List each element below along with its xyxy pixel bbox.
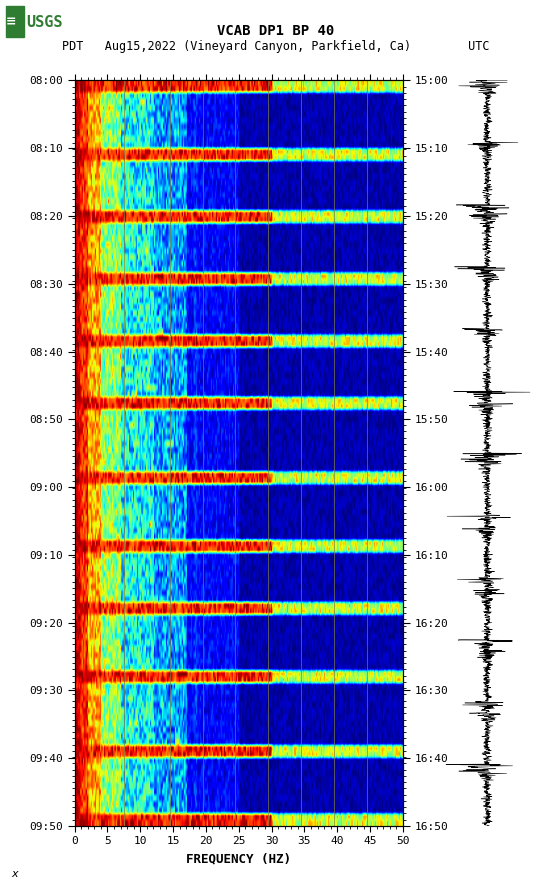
Text: $x$: $x$ [11, 869, 20, 879]
Text: PDT   Aug15,2022 (Vineyard Canyon, Parkfield, Ca)        UTC: PDT Aug15,2022 (Vineyard Canyon, Parkfie… [62, 40, 490, 53]
Bar [6, 6, 24, 37]
Text: VCAB DP1 BP 40: VCAB DP1 BP 40 [217, 24, 335, 38]
Text: ≡: ≡ [6, 16, 16, 29]
Text: USGS: USGS [26, 15, 63, 29]
X-axis label: FREQUENCY (HZ): FREQUENCY (HZ) [186, 852, 291, 865]
